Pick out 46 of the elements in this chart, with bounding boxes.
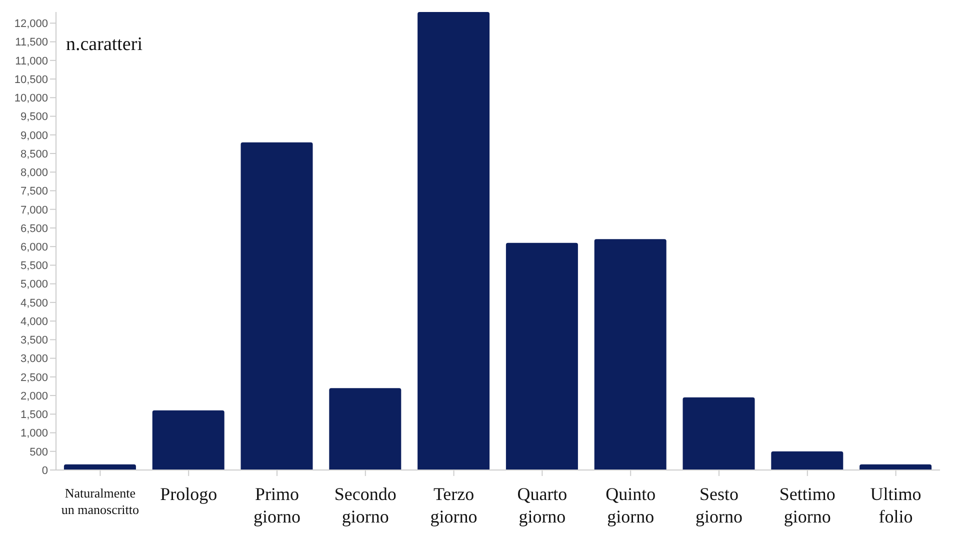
bar [594,239,666,470]
y-tick-label: 1,000 [20,428,48,440]
y-tick-label: 2,000 [20,390,48,402]
y-tick-label: 4,500 [20,297,48,310]
bar [506,242,578,470]
y-tick-label: 11,000 [15,55,48,68]
bar [860,464,932,470]
x-tick-label: Quarto giorno [517,484,568,527]
x-tick-label: Quinto giorno [606,484,656,527]
y-tick-label: 5,500 [20,260,48,272]
x-tick-label: Ultimo folio [870,484,922,527]
x-tick-label: Sesto giorno [696,484,742,527]
y-tick-label: 500 [30,446,48,458]
y-tick-label: 8,000 [20,167,48,180]
y-tick-label: 9,000 [20,130,48,142]
x-tick-label: Terzo giorno [430,484,478,527]
bar [771,451,844,470]
x-tick-label: Naturalmente un manoscritto [61,486,140,517]
y-tick-label: 0 [42,464,48,477]
y-tick-label: 9,500 [20,111,48,124]
y-tick-label: 7,000 [20,204,48,216]
y-tick-label: 3,000 [20,353,48,366]
y-tick-label: 1,500 [20,409,48,422]
y-tick-label: 2,500 [20,372,48,384]
y-tick-label: 6,500 [20,222,48,235]
x-tick-label: Settimo giorno [779,484,836,527]
bar [682,397,755,470]
bar [64,464,136,470]
x-tick-label: Secondo giorno [334,484,396,527]
y-tick-label: 8,500 [20,148,48,160]
bar [152,410,224,470]
x-tick-label: Primo giorno [254,484,300,527]
y-tick-label: 11,500 [15,36,48,49]
y-axis-title: n.caratteri [66,34,142,56]
bar [329,388,402,470]
y-tick-label: 10,500 [14,74,48,86]
bar [240,142,313,470]
x-tick-label: Prologo [160,484,218,504]
y-tick-label: 3,500 [20,334,48,347]
y-tick-label: 6,000 [20,241,48,254]
y-tick-label: 10,000 [14,92,48,105]
bar [418,12,490,470]
y-tick-label: 7,500 [20,186,48,198]
y-tick-label: 12,000 [14,18,48,30]
y-tick-label: 4,000 [20,316,48,328]
y-tick-label: 5,000 [20,278,48,291]
